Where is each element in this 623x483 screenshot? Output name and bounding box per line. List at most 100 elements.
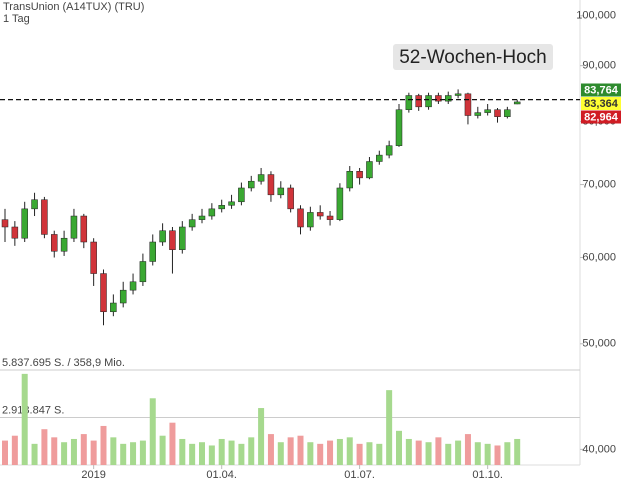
candle-body [188,219,196,228]
x-tick-label: 2019 [81,469,105,481]
volume-bar [277,442,284,465]
candle-body [119,289,127,304]
candle-body [376,154,383,162]
volume-bar [179,438,186,465]
candle-body [139,261,147,283]
candle-body [21,208,28,239]
volume-bar [327,440,334,465]
annotation-box [393,44,553,70]
volume-bar [336,438,343,465]
y-tick-label: 40,000 [582,443,616,455]
volume-bar [396,430,402,465]
volume-bar [307,442,314,465]
candle-body [445,95,452,102]
volume-bar [189,443,196,465]
candle-body [316,212,324,217]
x-tick-label: 01.04. [206,469,237,481]
candle-body [297,208,304,228]
candle-body [11,226,19,239]
volume-bar [51,437,58,465]
price-label: 82,964 [584,111,619,123]
volume-bar [90,440,97,465]
price-label: 83,764 [584,84,619,96]
y-tick-label: 90,000 [582,60,616,72]
volume-bar [208,445,215,465]
volume-bar [455,440,462,465]
chart-title: TransUnion (A14TUX) (TRU) [3,1,144,13]
candle-body [169,230,176,250]
candle-body [474,112,482,116]
candle-body [110,302,117,313]
candle-body [385,145,393,156]
volume-bar [2,440,8,465]
volume-bar [120,443,127,465]
volume-bar [267,434,274,465]
volume-bar [366,442,373,465]
candle-body [504,109,511,117]
candle-body [129,281,137,291]
candle-body [513,101,521,105]
chart-subtitle: 1 Tag [3,13,30,25]
volume-bar [376,443,383,465]
candle-body [484,109,491,113]
volume-bar [80,434,87,465]
volume-bar [61,442,68,465]
volume-bar [218,438,225,465]
candle-body [454,93,462,96]
annotation: 52-Wochen-Hoch [399,47,547,68]
candle-body [80,215,88,243]
volume-bar [130,442,137,465]
candle-body [100,273,107,313]
volume-bar [149,398,156,465]
y-tick-label: 60,000 [582,251,616,263]
candle-body [287,187,294,210]
volume-bar [484,443,491,465]
candle-body [218,205,225,210]
volume-bar [445,443,452,465]
candle-body [307,212,314,228]
candle-body [70,215,78,239]
volume-bar [41,429,48,465]
volume-bar [31,443,38,465]
candle-body [90,241,97,274]
price-label: 83,364 [584,98,619,110]
x-tick-label: 01.07. [344,469,375,481]
price-label-box [581,110,621,124]
volume-bar [504,442,511,465]
candle-body [257,174,265,182]
volume-bar [474,442,481,465]
volume-bar [287,437,294,465]
candle-body [60,237,68,252]
candle-body [346,171,353,189]
volume-tick-label: 2.918.847 S. [2,404,64,416]
y-tick-label: 70,000 [582,178,616,190]
volume-tick-label: 5.837.695 S. / 358,9 Mio. [2,357,125,369]
volume-bar [297,435,304,465]
candle-body [405,95,413,110]
volume-bar [11,435,18,465]
volume-bar [356,443,363,465]
candle-body [1,219,9,228]
candle-body [326,215,334,220]
candle-body [395,109,403,146]
volume-bar [258,408,265,465]
candle-body [228,201,235,206]
candle-body [238,187,245,203]
volume-bar [425,442,432,465]
volume-bar [415,440,422,465]
volume-bar [139,440,146,465]
candle-body [179,226,186,250]
volume-bar [248,437,255,465]
volume-bar [514,438,521,465]
volume-bar [346,437,353,465]
candle-body [277,187,285,196]
candle-body [415,95,422,108]
candle-body [425,95,432,108]
candle-body [336,187,344,220]
volume-bar [169,422,176,465]
candle-body [248,180,255,189]
volume-bar [405,438,412,465]
price-label-box [581,97,621,110]
candle-body [159,230,166,243]
x-tick-label: 01.10. [472,469,503,481]
